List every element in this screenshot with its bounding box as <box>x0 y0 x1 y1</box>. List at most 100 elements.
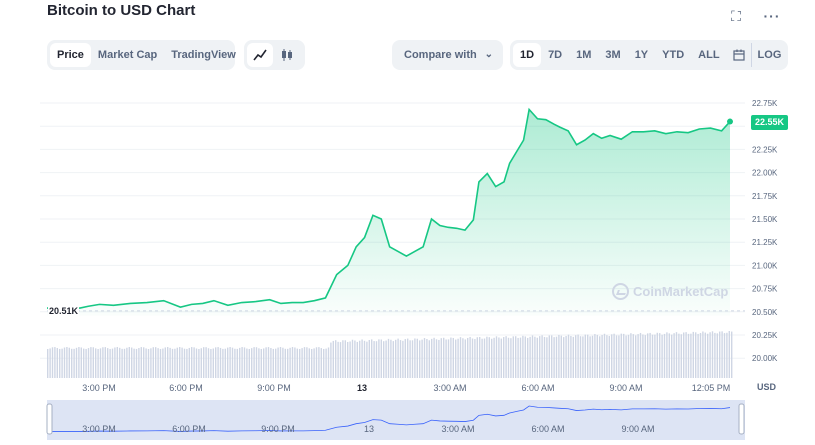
volume-bar <box>164 347 166 378</box>
volume-bar <box>644 335 646 378</box>
navigator-tick-label: 9:00 AM <box>621 424 654 434</box>
volume-bar <box>330 342 332 378</box>
volume-bar <box>270 348 272 378</box>
chart-type-tabs: Price Market Cap TradingView <box>47 40 236 70</box>
y-tick-label: 20.50K <box>752 308 778 317</box>
timeframe-7d[interactable]: 7D <box>548 49 563 61</box>
tab-tradingview[interactable]: TradingView <box>171 49 236 61</box>
volume-bar <box>90 347 92 378</box>
volume-bar <box>111 348 114 378</box>
date-range-button[interactable] <box>727 43 751 67</box>
volume-bar <box>135 348 138 378</box>
volume-bar <box>179 347 181 378</box>
volume-bar <box>296 348 298 378</box>
navigator-tick-label: 6:00 AM <box>531 424 564 434</box>
volume-bar <box>589 336 591 378</box>
navigator-line <box>47 405 731 432</box>
timeframe-1m[interactable]: 1M <box>576 49 592 61</box>
volume-bar <box>131 347 133 378</box>
y-tick-label: 22.25K <box>752 145 778 154</box>
volume-bar <box>390 339 392 378</box>
volume-bar <box>373 341 375 378</box>
volume-bar <box>488 337 490 378</box>
volume-bar <box>431 338 433 378</box>
volume-bar <box>176 347 178 378</box>
volume-bar <box>133 348 135 378</box>
volume-bar <box>301 348 303 378</box>
volume-bar <box>623 333 625 378</box>
timeframe-all[interactable]: ALL <box>698 49 720 61</box>
volume-bar <box>411 340 414 378</box>
timeframe-tabs: 1D 7D 1M 3M 1Y YTD ALL LOG <box>510 40 788 70</box>
volume-bar <box>167 347 169 378</box>
timeframe-ytd[interactable]: YTD <box>662 49 685 61</box>
volume-bar <box>260 348 262 378</box>
navigator-tick-label: 6:00 PM <box>172 424 206 434</box>
line-chart-button[interactable] <box>247 43 273 67</box>
navigator-tick-label: 13 <box>364 424 374 434</box>
volume-bar <box>464 339 466 378</box>
volume-bar <box>85 348 87 378</box>
volume-bar <box>152 347 154 378</box>
y-tick-label: 21.00K <box>752 261 778 270</box>
volume-bar <box>512 336 514 378</box>
volume-bar <box>222 348 224 378</box>
timeframe-1d[interactable]: 1D <box>513 43 542 67</box>
volume-bar <box>716 333 718 378</box>
volume-bar <box>95 348 97 378</box>
fullscreen-icon[interactable]: ⛶ <box>731 8 741 24</box>
volume-bar <box>99 348 102 378</box>
volume-bar <box>171 348 174 378</box>
volume-bar <box>107 348 109 378</box>
navigator-left-handle <box>46 403 53 435</box>
volume-bar <box>231 347 234 378</box>
volume-bar <box>143 347 145 378</box>
volume-bar <box>507 337 510 378</box>
log-scale-toggle[interactable]: LOG <box>750 43 788 67</box>
volume-bar <box>375 341 378 378</box>
volume-bar <box>210 348 212 378</box>
volume-bar <box>59 348 61 378</box>
volume-bar <box>493 337 495 378</box>
volume-bar <box>121 348 123 378</box>
price-line <box>47 107 731 309</box>
volume-bar <box>678 333 680 378</box>
volume-bar <box>54 347 56 378</box>
x-tick-label: 13 <box>357 383 367 393</box>
volume-bar <box>707 333 709 378</box>
volume-bar <box>433 337 435 378</box>
volume-bar <box>272 348 274 378</box>
volume-bar <box>510 338 512 378</box>
volume-bar <box>119 347 121 378</box>
volume-bar <box>721 331 723 378</box>
volume-bar <box>104 347 106 378</box>
y-tick-label: 21.75K <box>752 192 778 201</box>
volume-bar <box>558 334 560 378</box>
volume-bar <box>570 335 572 378</box>
volume-bar <box>618 335 620 378</box>
y-tick-label: 21.50K <box>752 215 778 224</box>
x-tick-label: 9:00 PM <box>257 383 291 393</box>
volume-bar <box>366 341 368 378</box>
volume-bar <box>452 337 454 378</box>
volume-bar <box>601 335 603 378</box>
volume-bar <box>49 348 51 378</box>
volume-bar <box>419 340 421 378</box>
volume-bar <box>683 332 685 378</box>
tab-price[interactable]: Price <box>50 43 91 67</box>
compare-with-dropdown[interactable]: Compare with ⌄ <box>392 40 503 70</box>
volume-bar <box>728 330 730 378</box>
volume-bar <box>327 347 330 378</box>
more-icon[interactable]: ··· <box>763 8 781 24</box>
volume-bar <box>731 331 733 378</box>
volume-bar <box>673 333 675 378</box>
navigator-right-handle <box>738 403 745 435</box>
tab-market-cap[interactable]: Market Cap <box>97 49 158 61</box>
candlestick-button[interactable] <box>273 43 301 67</box>
timeframe-3m[interactable]: 3M <box>605 49 621 61</box>
timeframe-1y[interactable]: 1Y <box>634 49 649 61</box>
volume-bar <box>450 337 452 378</box>
volume-bar <box>687 333 690 378</box>
volume-bar <box>287 348 289 378</box>
volume-bar <box>704 332 706 378</box>
